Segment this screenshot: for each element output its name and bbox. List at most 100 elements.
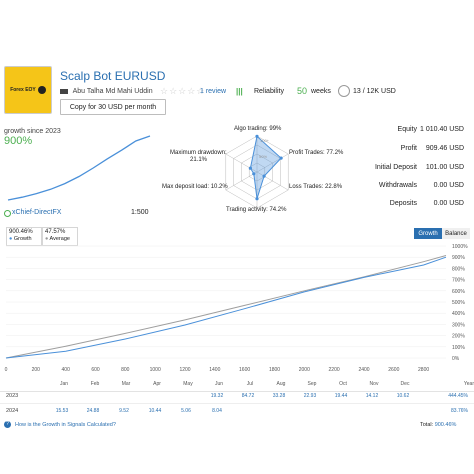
copy-signal-button[interactable]: Copy for 30 USD per month <box>60 99 166 115</box>
months-header: Jan Feb Mar Apr May Jun Jul Aug Sep Oct Nov Dec Year <box>0 381 474 389</box>
legend-average-label: ● Average <box>45 236 70 242</box>
month-header: Jul <box>246 381 254 387</box>
reliability-bars-icon: ||| <box>236 87 243 96</box>
legend-growth-value: 900.46% <box>9 229 33 235</box>
tab-growth[interactable]: Growth <box>414 228 442 239</box>
month-value[interactable]: 33.28 <box>272 393 286 399</box>
x-tick-label: 2400 <box>358 367 369 373</box>
radar-algo-trading: Algo trading: 99% <box>234 126 282 132</box>
series-growth-line <box>5 256 447 359</box>
x-tick-label: 0 <box>5 367 8 373</box>
month-value[interactable]: 10.44 <box>148 408 162 414</box>
row-divider <box>0 403 474 404</box>
rating-stars-icon: ☆☆☆☆☆ <box>160 86 206 96</box>
y-axis-ticks: 1000% 900% 800% 700% 600% 500% 400% 300% 200% 100… <box>452 244 468 362</box>
help-icon[interactable]: ? <box>4 421 11 428</box>
y-tick-label: 900% <box>452 255 465 261</box>
x-tick-label: 2200 <box>329 367 340 373</box>
x-tick-label: 800 <box>121 367 130 373</box>
x-tick-label: 2600 <box>388 367 399 373</box>
author-name: Abu Talha Md Mahi Uddin <box>72 88 153 95</box>
radar-points <box>248 134 283 201</box>
radar-max-drawdown-value: 21.1% <box>190 157 208 163</box>
equity-value: 1 010.40 USD <box>420 126 464 133</box>
month-header: May <box>183 381 193 387</box>
radar-loss-trades: Loss Trades: 22.8% <box>289 184 343 190</box>
country-flag-icon <box>60 88 68 94</box>
logo-text: Forex EOY <box>10 87 36 93</box>
y-tick-label: 1000% <box>452 244 468 250</box>
month-value[interactable]: 9.52 <box>119 408 129 414</box>
x-tick-label: 200 <box>32 367 41 373</box>
month-header: Nov <box>369 381 379 387</box>
month-header: Apr <box>153 381 161 387</box>
footer-total-label: Total: <box>420 422 434 428</box>
radar-point-algo_trading <box>255 134 259 138</box>
y-tick-label: 0% <box>452 356 460 362</box>
month-value[interactable]: 10.62 <box>396 393 410 399</box>
author[interactable]: Abu Talha Md Mahi Uddin <box>60 88 153 95</box>
year-label: 2023 <box>6 393 19 399</box>
x-tick-label: 600 <box>91 367 100 373</box>
monthly-table: 2023 19.32 84.72 33.28 22.93 19.44 14.12 10.62 4… <box>0 393 474 417</box>
withdrawals-value: 0.00 USD <box>433 182 464 189</box>
year-label: 2024 <box>6 408 19 414</box>
month-header: Year <box>463 381 474 387</box>
initial-deposit-label: Initial Deposit <box>374 164 417 171</box>
radar-axis-profit_trades <box>256 153 289 173</box>
month-header: Feb <box>90 381 100 387</box>
sparkline-line <box>7 135 151 201</box>
growth-percent: 900% <box>4 135 33 147</box>
signal-logo: Forex EOY <box>4 66 52 114</box>
x-tick-label: 2800 <box>418 367 429 373</box>
month-header: Aug <box>276 381 286 387</box>
legend-growth[interactable]: 900.46% ● Growth <box>6 227 42 246</box>
legend-average[interactable]: 47.57% ● Average <box>42 227 78 246</box>
tab-balance[interactable]: Balance <box>442 228 470 239</box>
radar-max-deposit-load: Max deposit load: 10.2% <box>162 184 228 190</box>
broker-link[interactable]: xChief-DirectFX <box>12 209 62 216</box>
growth-since-label: growth since 2023 <box>4 128 61 135</box>
y-tick-label: 400% <box>452 311 465 317</box>
month-value[interactable]: 19.32 <box>210 393 224 399</box>
radar-scale-100: 100+ <box>260 138 270 143</box>
leverage: 1:500 <box>131 209 149 216</box>
reliability-label: Reliability <box>254 88 284 95</box>
month-value[interactable]: 5.06 <box>181 408 191 414</box>
year-total: 444.45% <box>448 393 468 399</box>
month-value[interactable]: 24.88 <box>86 408 100 414</box>
x-tick-label: 1200 <box>179 367 190 373</box>
review-link[interactable]: 1 review <box>200 88 227 95</box>
month-value[interactable]: 8.04 <box>212 408 222 414</box>
month-value[interactable]: 22.93 <box>303 393 317 399</box>
y-tick-label: 200% <box>452 334 465 340</box>
y-tick-label: 700% <box>452 278 465 284</box>
y-tick-label: 600% <box>452 289 465 295</box>
year-total: 83.76% <box>451 408 468 414</box>
month-value[interactable]: 14.12 <box>365 393 379 399</box>
month-value[interactable]: 84.72 <box>241 393 255 399</box>
deposits-value: 0.00 USD <box>433 200 464 207</box>
x-axis-ticks: 0 200 400 600 800 1000 1200 1400 1600 1800 2000 220… <box>5 367 430 373</box>
signal-title[interactable]: Scalp Bot EURUSD <box>60 69 166 83</box>
profit-value: 909.46 USD <box>425 145 464 152</box>
withdrawals-label: Withdrawals <box>378 182 417 189</box>
month-value[interactable]: 19.44 <box>334 393 348 399</box>
radar-point-max_drawdown <box>248 166 252 170</box>
growth-chart: 1000% 900% 800% 700% 600% 500% 400% 300% 200% 100… <box>5 244 469 373</box>
radar-values-shape <box>249 135 282 199</box>
y-tick-label: 800% <box>452 266 465 272</box>
deposits-label: Deposits <box>389 200 417 207</box>
radar-point-max_deposit_load <box>252 172 256 176</box>
y-tick-label: 100% <box>452 345 465 351</box>
month-value[interactable]: 15.53 <box>55 408 69 414</box>
subscribers-funds: 13 / 12K USD <box>353 88 396 95</box>
growth-calculation-link[interactable]: How is the Growth in Signals Calculated? <box>15 422 116 428</box>
profit-label: Profit <box>400 145 417 152</box>
footer-total: Total: 900.46% <box>420 422 456 428</box>
x-tick-label: 1800 <box>269 367 280 373</box>
month-header: Oct <box>339 381 347 387</box>
radar-profit-trades: Profit Trades: 77.2% <box>289 150 344 156</box>
month-header: Dec <box>400 381 410 387</box>
weeks-count: 50 <box>297 86 308 96</box>
